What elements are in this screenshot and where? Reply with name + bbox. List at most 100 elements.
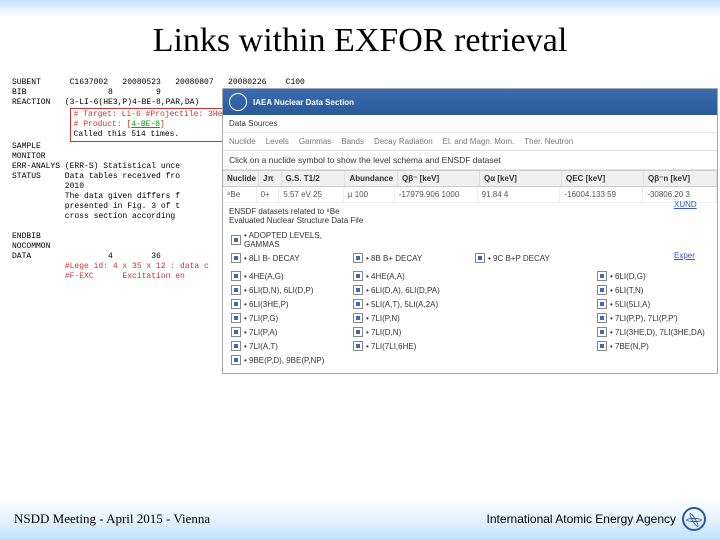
tab-bands[interactable]: Bands xyxy=(341,137,364,146)
file-icon xyxy=(597,313,607,323)
exper-link[interactable]: Exper xyxy=(674,251,714,260)
dataset-item[interactable]: • 7LI(7LI,6HE) xyxy=(353,341,465,351)
tab-bar: Nuclide Levels Gammas Bands Decay Radiat… xyxy=(223,133,717,151)
top-gradient xyxy=(0,0,720,18)
exfor-line: MONITOR xyxy=(12,152,46,161)
dataset-item[interactable]: • 6LI(D,A), 6LI(D,PA) xyxy=(353,285,465,295)
td-abd: µ 100 xyxy=(344,187,395,202)
file-icon xyxy=(597,285,607,295)
file-icon xyxy=(231,355,241,365)
td-qa: 91.84 4 xyxy=(478,187,561,202)
footer-org: International Atomic Energy Agency xyxy=(487,512,676,526)
instruction-text: Click on a nuclide symbol to show the le… xyxy=(223,151,717,170)
tab-decay[interactable]: Decay Radiation xyxy=(374,137,433,146)
dataset-item[interactable]: • 7LI(P,N) xyxy=(353,313,465,323)
dataset-item[interactable]: • 8B B+ DECAY xyxy=(353,253,465,263)
dataset-item[interactable]: • 9BE(P,D), 9BE(P,NP) xyxy=(231,355,343,365)
dataset-item xyxy=(475,299,587,309)
footer-left: NSDD Meeting - April 2015 - Vienna xyxy=(14,511,210,527)
file-icon xyxy=(475,253,485,263)
file-icon xyxy=(353,299,363,309)
dataset-label: • 5LI(A,T), 5LI(A,2A) xyxy=(366,300,438,309)
exfor-line: NOCOMMON xyxy=(12,242,50,251)
dataset-item[interactable]: • 6LI(D,N), 6LI(D,P) xyxy=(231,285,343,295)
side-links: XUND Exper xyxy=(674,200,714,302)
exfor-line: REACTION (3-LI-6(HE3,P)4-BE-8,PAR,DA) xyxy=(12,98,199,107)
dataset-item[interactable]: • 7LI(P,P), 7LI(P,P') xyxy=(597,313,709,323)
main-area: SUBENT C1637002 20080523 20080807 200802… xyxy=(0,68,720,498)
dataset-item[interactable]: • 5LI(A,T), 5LI(A,2A) xyxy=(353,299,465,309)
dataset-label: • 9C B+P DECAY xyxy=(488,254,550,263)
footer-right: International Atomic Energy Agency xyxy=(487,507,706,531)
dataset-label: • ADOPTED LEVELS, GAMMAS xyxy=(244,231,343,249)
file-icon xyxy=(353,271,363,281)
legend-line: #Lege id: 4 x 35 x 12 : data c xyxy=(65,262,209,271)
dataset-label: • 8B B+ DECAY xyxy=(366,254,422,263)
file-icon xyxy=(231,299,241,309)
dataset-label: • 6LI(D,N), 6LI(D,P) xyxy=(244,286,313,295)
exfor-line: BIB 8 9 xyxy=(12,88,161,97)
file-icon xyxy=(353,341,363,351)
dataset-item xyxy=(475,231,587,249)
atom-icon xyxy=(229,93,247,111)
file-icon xyxy=(353,313,363,323)
dataset-item[interactable]: • 7LI(A,T) xyxy=(231,341,343,351)
file-icon xyxy=(231,327,241,337)
dataset-item[interactable]: • 4HE(A,A) xyxy=(353,271,465,281)
exfor-line: cross section according xyxy=(12,212,175,221)
dataset-item[interactable]: • ADOPTED LEVELS, GAMMAS xyxy=(231,231,343,249)
exfor-line: 2010 xyxy=(12,182,84,191)
file-icon xyxy=(231,313,241,323)
panel-title: IAEA Nuclear Data Section xyxy=(253,98,354,107)
ensdf-line2: Evaluated Nuclear Structure Data File xyxy=(229,216,363,225)
td-qec: -16004.133 59 xyxy=(560,187,643,202)
dataset-item xyxy=(475,355,587,365)
dataset-label: • 4HE(A,A) xyxy=(366,272,405,281)
tab-neutron[interactable]: Ther. Neutron xyxy=(524,137,573,146)
file-icon xyxy=(353,327,363,337)
dataset-item[interactable]: • 9C B+P DECAY xyxy=(475,253,587,263)
exfor-line: SAMPLE xyxy=(12,142,41,151)
table-header: Nuclide Jπ G.S. T1/2 Abundance Qβ⁻ [keV]… xyxy=(223,170,717,187)
th-qb: Qβ⁻ [keV] xyxy=(398,171,480,186)
dataset-item[interactable]: • 7LI(P,G) xyxy=(231,313,343,323)
table-row[interactable]: ⁸Be 0+ 5.57 eV 25 µ 100 -17979.906 1000 … xyxy=(223,187,717,202)
called-line: Called this 514 times. xyxy=(74,130,180,139)
dataset-item[interactable]: • 8LI B- DECAY xyxy=(231,253,343,263)
dataset-label: • 4HE(A,G) xyxy=(244,272,284,281)
file-icon xyxy=(353,253,363,263)
file-icon xyxy=(231,285,241,295)
dataset-item[interactable]: • 4HE(A,G) xyxy=(231,271,343,281)
product-link[interactable]: 4-BE-8 xyxy=(131,120,160,129)
ensdf-line1: ENSDF datasets related to ⁸Be xyxy=(229,207,340,216)
ensdf-subheader: ENSDF datasets related to ⁸Be Evaluated … xyxy=(223,202,717,229)
exfor-line: STATUS Data tables received fro xyxy=(12,172,180,181)
td-jpi: 0+ xyxy=(257,187,280,202)
dataset-label: • 6LI(3HE,P) xyxy=(244,300,289,309)
dataset-label: • 7LI(P,A) xyxy=(244,328,277,337)
xund-link[interactable]: XUND xyxy=(674,200,714,209)
file-icon xyxy=(597,327,607,337)
dataset-item[interactable]: • 7LI(P,A) xyxy=(231,327,343,337)
dataset-item[interactable]: • 7LI(3HE,D), 7LI(3HE,DA) xyxy=(597,327,709,337)
dataset-item[interactable]: • 6LI(3HE,P) xyxy=(231,299,343,309)
dataset-item xyxy=(597,355,709,365)
td-nuclide: ⁸Be xyxy=(223,187,257,202)
dataset-item[interactable]: • 7BE(N,P) xyxy=(597,341,709,351)
tab-nuclide[interactable]: Nuclide xyxy=(229,137,256,146)
dataset-grid: • ADOPTED LEVELS, GAMMAS • 8LI B- DECAY • … xyxy=(223,229,717,373)
dataset-label: • 7BE(N,P) xyxy=(610,342,649,351)
footer: NSDD Meeting - April 2015 - Vienna Inter… xyxy=(0,498,720,540)
th-qa: Qα [keV] xyxy=(480,171,562,186)
dataset-item[interactable]: • 7LI(D,N) xyxy=(353,327,465,337)
data-sources-label: Data Sources xyxy=(223,115,717,133)
dataset-item xyxy=(353,231,465,249)
tab-gammas[interactable]: Gammas xyxy=(299,137,331,146)
file-icon xyxy=(353,285,363,295)
dataset-label: • 7LI(P,P), 7LI(P,P') xyxy=(610,314,678,323)
slide-title: Links within EXFOR retrieval xyxy=(0,18,720,68)
tab-levels[interactable]: Levels xyxy=(266,137,289,146)
tab-moments[interactable]: El. and Magn. Mom. xyxy=(443,137,515,146)
product-line: # Product: [4-BE-8] xyxy=(74,120,165,129)
exfor-line: DATA 4 36 xyxy=(12,252,161,261)
